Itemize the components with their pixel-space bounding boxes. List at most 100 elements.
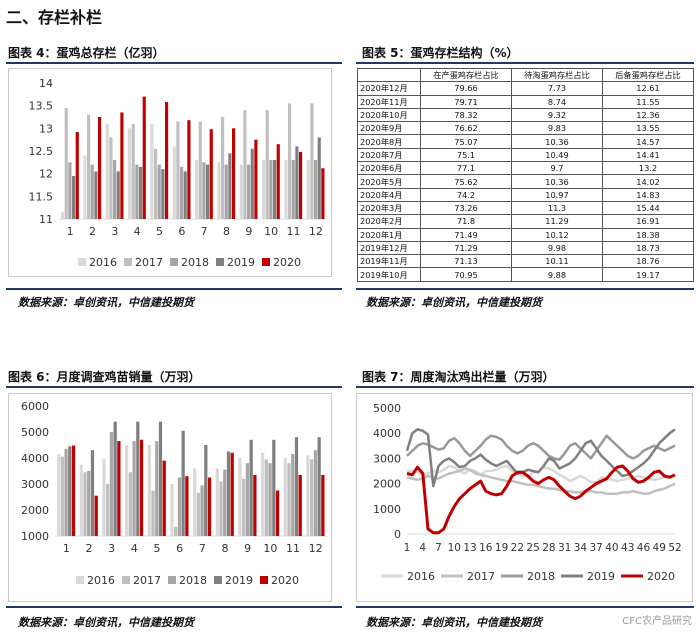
fig5-title-rule xyxy=(356,62,694,64)
table-cell-month: 2020年5月 xyxy=(357,174,421,189)
table-cell-value: 12.61 xyxy=(602,81,694,96)
fig4-xtick-label: 6 xyxy=(178,225,185,238)
fig7-title-rule xyxy=(356,386,694,388)
fig6-bar-2019 xyxy=(294,437,299,536)
fig4-bar-2019 xyxy=(206,164,210,219)
fig6-bar-2017 xyxy=(83,472,87,536)
fig6-bar-2017 xyxy=(151,490,155,536)
fig6-xtick-label: 2 xyxy=(86,542,93,555)
fig4-bar-2020 xyxy=(254,139,258,219)
fig6-ytick-label: 3000 xyxy=(21,478,49,491)
table-header-cell xyxy=(357,67,421,83)
fig4-bar-2019 xyxy=(228,153,232,219)
table-cell-value: 14.83 xyxy=(602,187,694,202)
fig6-xtick-label: 9 xyxy=(244,542,251,555)
fig7-legend-label: 2018 xyxy=(527,570,555,583)
fig6-bar-2019 xyxy=(226,451,231,536)
fig6-legend-swatch-2017 xyxy=(122,576,130,584)
fig4-bar-2017 xyxy=(64,107,68,219)
table-cell-value: 10.36 xyxy=(511,134,603,149)
fig4-bar-2018 xyxy=(202,162,206,219)
table-cell-value: 9.83 xyxy=(511,121,603,136)
fig6-bar-2018 xyxy=(313,450,318,536)
fig7-xtick-label: 16 xyxy=(479,542,493,554)
fig4-bar-2016 xyxy=(83,155,87,219)
fig4-bar-2018 xyxy=(135,164,139,219)
fig5-table: 在产蛋鸡存栏占比 待淘蛋鸡存栏占比 后备蛋鸡存栏占比 2020年12月 79.66 7.… xyxy=(357,67,694,282)
fig6-bar-2017 xyxy=(264,459,268,536)
fig6-bar-2020 xyxy=(71,445,76,536)
fig6-legend-label: 2017 xyxy=(133,574,161,587)
table-row: 2020年8月 75.07 10.36 14.57 xyxy=(357,134,694,149)
table-cell-value: 76.62 xyxy=(420,121,512,136)
fig7-xtick-label: 46 xyxy=(637,542,651,554)
fig6-bottom-rule xyxy=(6,606,342,608)
table-cell-month: 2020年4月 xyxy=(357,187,421,202)
table-row: 2019年10月 70.95 9.88 19.17 xyxy=(357,267,694,282)
fig6-bar-2016 xyxy=(147,445,151,536)
table-cell-month: 2019年12月 xyxy=(357,240,421,256)
fig6-bar-2020 xyxy=(94,495,98,536)
fig4-ytick-label: 13 xyxy=(39,122,53,135)
fig6-legend-label: 2018 xyxy=(179,574,207,587)
fig4-bar-2020 xyxy=(98,117,102,219)
table-cell-month: 2020年7月 xyxy=(357,147,421,163)
fig4-bar-2019 xyxy=(250,148,254,219)
fig6-bar-2016 xyxy=(215,468,219,536)
fig4-bar-2016 xyxy=(105,123,109,219)
fig6-bar-2017 xyxy=(106,484,110,536)
table-cell-value: 13.55 xyxy=(602,121,694,136)
fig7-ytick-label: 2000 xyxy=(373,478,401,491)
table-cell-value: 9.98 xyxy=(511,240,603,256)
fig4-bar-2018 xyxy=(269,160,273,219)
fig4-xtick-label: 12 xyxy=(309,225,323,238)
fig6-bar-2020 xyxy=(298,474,302,536)
table-row: 2019年12月 71.29 9.98 18.73 xyxy=(357,240,694,256)
table-cell-month: 2020年8月 xyxy=(357,134,421,149)
fig4-bar-2016 xyxy=(284,160,288,219)
fig7-legend-label: 2017 xyxy=(467,570,495,583)
section-title: 二、存栏补栏 xyxy=(6,8,103,27)
fig4-bar-2019 xyxy=(116,171,120,219)
table-cell-value: 18.76 xyxy=(602,254,694,269)
fig6-bar-2020 xyxy=(207,477,212,536)
fig6-bar-2018 xyxy=(109,432,114,536)
table-cell-value: 18.73 xyxy=(602,240,694,256)
fig4-bar-2020 xyxy=(232,128,236,219)
fig4-legend-swatch-2020 xyxy=(262,258,270,266)
fig7-xtick-label: 25 xyxy=(526,542,539,554)
table-cell-value: 75.62 xyxy=(420,174,512,189)
fig4-bar-2016 xyxy=(262,160,266,219)
table-cell-value: 11.3 xyxy=(511,200,603,216)
table-cell-value: 10.36 xyxy=(511,174,603,189)
fig6-xtick-label: 5 xyxy=(154,542,161,555)
table-cell-value: 10.11 xyxy=(511,254,603,269)
fig4-xtick-label: 9 xyxy=(245,225,252,238)
fig6-legend-label: 2020 xyxy=(271,574,299,587)
fig4-legend-label: 2018 xyxy=(181,256,209,269)
fig5-source: 数据来源：卓创资讯，中信建投期货 xyxy=(366,296,542,309)
fig6-xtick-label: 11 xyxy=(286,542,300,555)
table-row: 2020年11月 79.71 8.74 11.55 xyxy=(357,94,694,109)
fig6-bar-2020 xyxy=(321,474,325,536)
fig7-source: 数据来源：卓创资讯，中信建投期货 xyxy=(366,616,542,629)
table-cell-value: 11.29 xyxy=(511,214,603,229)
fig4-legend-label: 2016 xyxy=(89,256,117,269)
fig6-bar-2017 xyxy=(242,478,246,536)
fig4-bar-2019 xyxy=(94,171,98,219)
table-cell-value: 79.66 xyxy=(420,81,512,96)
table-row: 2020年6月 77.1 9.7 13.2 xyxy=(357,161,694,176)
fig6-xtick-label: 10 xyxy=(263,542,277,555)
table-cell-value: 74.2 xyxy=(420,187,512,202)
table-cell-value: 71.49 xyxy=(420,227,512,242)
table-cell-value: 18.38 xyxy=(602,227,694,242)
fig6-bar-2019 xyxy=(204,445,208,536)
table-row: 2020年7月 75.1 10.49 14.41 xyxy=(357,147,694,163)
fig6-legend-swatch-2018 xyxy=(168,576,176,584)
fig4-bar-2017 xyxy=(131,123,135,219)
fig7-xtick-label: 22 xyxy=(511,542,524,554)
fig7-legend-label: 2019 xyxy=(587,570,615,583)
fig4-bar-2016 xyxy=(150,123,154,219)
fig6-bar-2016 xyxy=(261,452,265,536)
fig4-bar-2018 xyxy=(291,160,295,219)
